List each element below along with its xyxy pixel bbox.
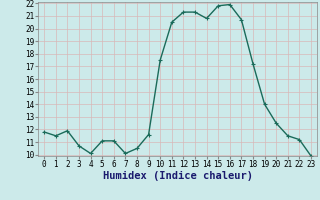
X-axis label: Humidex (Indice chaleur): Humidex (Indice chaleur) <box>103 171 252 181</box>
